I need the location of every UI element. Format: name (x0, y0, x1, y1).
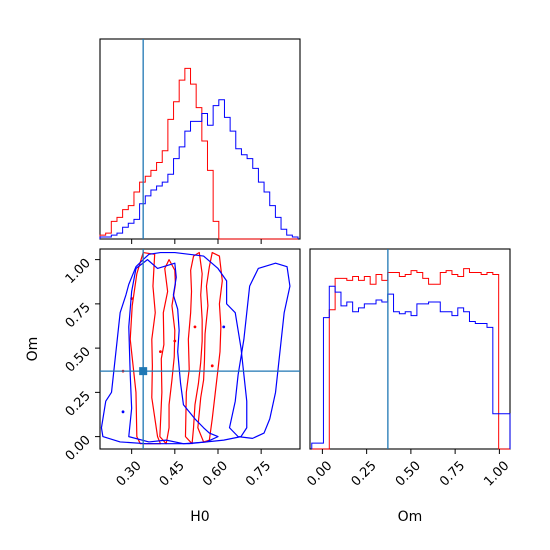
truth-point-marker (139, 367, 148, 376)
contour-red-1 (159, 259, 176, 445)
contour-blue-2 (228, 262, 291, 439)
contour-group (100, 251, 291, 445)
marker-blue-1 (121, 410, 125, 414)
marker-red-1 (173, 339, 177, 343)
panel-scatter-h0-om (99, 248, 301, 450)
contour-red-2 (184, 251, 203, 445)
marker-red-5 (159, 350, 162, 354)
hist-h0-red-series (99, 67, 299, 240)
marker-red-3 (193, 325, 197, 329)
om-y-tick-label-1: 0.25 (63, 389, 94, 420)
om-x-tick-label-0: 0.00 (304, 458, 335, 489)
hist-om-blue-series (311, 285, 511, 449)
hist-om-red-series (311, 268, 510, 450)
om-y-tick-label-0: 0.00 (63, 433, 94, 464)
hist-h0-frame (99, 38, 301, 240)
h0-x-tick-label-3: 0.75 (243, 458, 274, 489)
om-x-tick-label-1: 0.25 (349, 458, 380, 489)
scatter-frame (99, 248, 301, 450)
marker-red-2 (210, 364, 214, 368)
marker-blue-2 (222, 325, 226, 329)
hist-h0-blue-series (99, 99, 299, 239)
om-x-tick-label-3: 0.75 (437, 458, 468, 489)
om-x-tick-label-2: 0.50 (393, 458, 424, 489)
om-x-tick-label-4: 1.00 (481, 458, 512, 489)
om-y-tick-label-2: 0.50 (63, 344, 94, 375)
h0-x-tick-label-1: 0.45 (157, 458, 188, 489)
contour-blue-1 (100, 251, 248, 445)
panel-hist-h0 (99, 38, 301, 240)
x-axis-label-om: Om (398, 509, 423, 525)
om-y-tick-label-3: 0.75 (63, 300, 94, 331)
om-y-tick-label-4: 1.00 (63, 256, 94, 287)
hist-om-frame (309, 248, 511, 450)
x-axis-label-h0: H0 (190, 509, 209, 525)
h0-x-tick-label-0: 0.30 (114, 458, 145, 489)
panel-hist-om (309, 248, 511, 450)
contour-red-0 (129, 251, 162, 445)
h0-x-tick-label-2: 0.60 (200, 458, 231, 489)
contour-red-3 (197, 251, 223, 443)
y-axis-label-om: Om (25, 337, 41, 362)
